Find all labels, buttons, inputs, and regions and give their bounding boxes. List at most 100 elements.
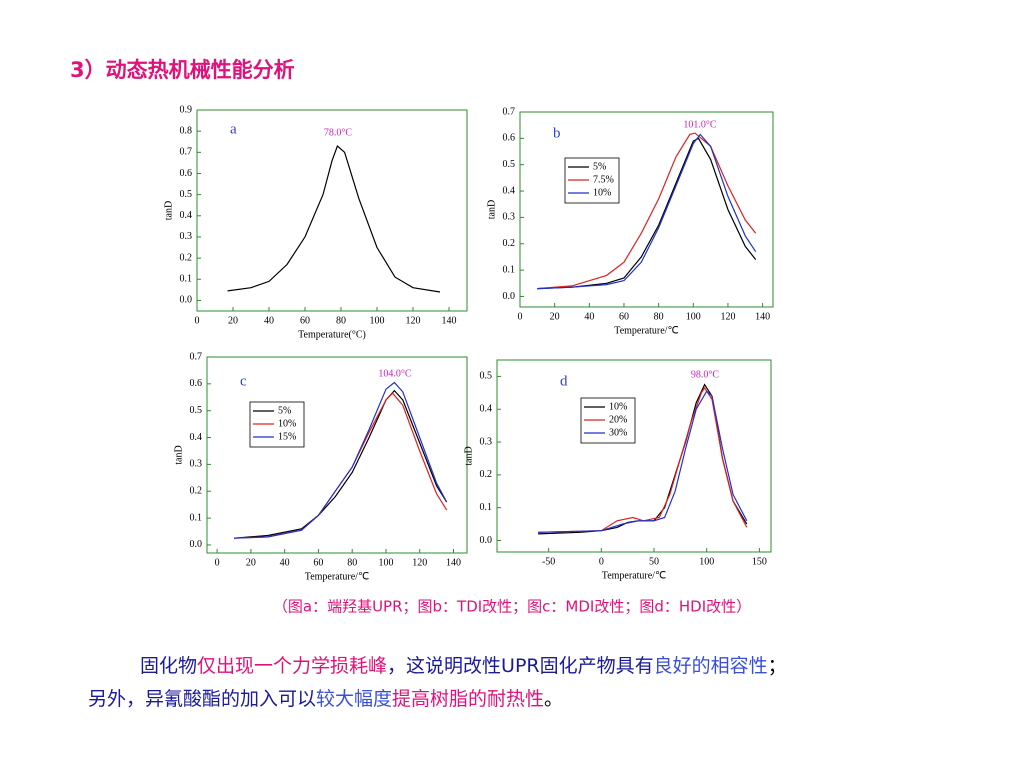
text-run: ；: [768, 655, 787, 677]
x-tick-label: 100: [378, 557, 393, 568]
legend-label: 5%: [278, 405, 291, 416]
paragraph-line: 另外，异氰酸酯的加入可以较大幅度提高树脂的耐热性。: [88, 688, 563, 710]
plot-frame: [519, 111, 774, 308]
x-tick-label: 80: [347, 557, 357, 568]
x-tick-label: 20: [550, 311, 560, 322]
y-tick-label: 0.0: [190, 539, 203, 550]
y-tick-label: 0.1: [503, 264, 516, 275]
legend-label: 5%: [593, 161, 606, 172]
y-tick-label: 0.9: [180, 104, 193, 115]
y-tick-label: 0.4: [503, 185, 516, 196]
y-tick-label: 0.0: [180, 295, 193, 306]
y-tick-label: 0.3: [480, 436, 493, 447]
x-axis-title: Temperature/℃: [614, 325, 678, 336]
x-tick-label: 0: [195, 315, 200, 326]
text-run: 提高树脂的耐热性: [392, 688, 544, 710]
panel-letter: a: [230, 121, 237, 137]
peak-annotation: 78.0°C: [324, 127, 352, 138]
y-tick-label: 0.7: [180, 147, 193, 158]
y-tick-label: 0.4: [190, 432, 203, 443]
y-axis-title: tanD: [163, 201, 174, 220]
y-tick-label: 0.8: [180, 125, 193, 136]
y-tick-label: 0.5: [180, 189, 193, 200]
legend-label: 10%: [609, 401, 627, 412]
x-tick-label: 40: [264, 315, 274, 326]
series-line: [227, 144, 441, 293]
text-run: 良好的相容性: [654, 655, 768, 677]
x-tick-label: 120: [406, 315, 421, 326]
x-tick-label: 100: [370, 315, 385, 326]
y-tick-label: 0.3: [180, 231, 193, 242]
y-tick-label: 0.5: [480, 371, 493, 382]
x-tick-label: 140: [755, 311, 770, 322]
legend-label: 15%: [278, 431, 296, 442]
y-tick-label: 0.7: [190, 351, 203, 362]
y-tick-label: 0.6: [503, 133, 516, 144]
y-tick-label: 0.2: [503, 238, 516, 249]
caption: （图a：端羟基UPR；图b：TDI改性；图c：MDI改性；图d：HDI改性）: [273, 598, 751, 616]
x-tick-label: 100: [699, 556, 714, 567]
peak-annotation: 104.0°C: [378, 368, 411, 379]
text-run: ，这说明改性UPR固化产物具有: [387, 655, 654, 677]
legend-label: 20%: [609, 414, 627, 425]
x-tick-label: -50: [542, 556, 555, 567]
y-tick-label: 0.5: [503, 159, 516, 170]
text-run: 仅出现一个力学损耗峰: [197, 655, 387, 677]
y-tick-label: 0.1: [190, 512, 203, 523]
plot-frame: [206, 356, 468, 554]
y-tick-label: 0.0: [480, 535, 493, 546]
peak-annotation: 101.0°C: [683, 119, 716, 130]
y-tick-label: 0.4: [180, 210, 193, 221]
y-tick-label: 0.5: [190, 405, 203, 416]
series-line: [538, 386, 748, 533]
x-tick-label: 80: [654, 311, 664, 322]
x-tick-label: 0: [599, 556, 604, 567]
x-tick-label: 100: [686, 311, 701, 322]
y-tick-label: 0.7: [503, 106, 516, 117]
panel-letter: d: [560, 373, 568, 389]
panel-letter: c: [240, 373, 247, 389]
x-tick-label: 140: [442, 315, 457, 326]
text-run: 另外，异氰酸酯的加入可以: [88, 688, 316, 710]
y-axis-title: tanD: [486, 200, 497, 219]
peak-annotation: 98.0°C: [691, 369, 719, 380]
x-tick-label: 50: [649, 556, 659, 567]
panel-letter: b: [553, 125, 561, 141]
legend-label: 10%: [593, 187, 611, 198]
text-run: 固化物: [140, 655, 197, 677]
y-tick-label: 0.0: [503, 291, 516, 302]
y-tick-label: 0.1: [180, 274, 193, 285]
series-line: [538, 383, 748, 535]
x-axis-title: Temperature(°C): [298, 329, 366, 340]
x-tick-label: 140: [446, 557, 461, 568]
y-tick-label: 0.6: [190, 378, 203, 389]
x-tick-label: 40: [584, 311, 594, 322]
x-tick-label: 0: [215, 557, 220, 568]
x-tick-label: 60: [313, 557, 323, 568]
series-line: [537, 137, 757, 290]
series-line: [233, 381, 448, 539]
legend-label: 30%: [609, 427, 627, 438]
x-tick-label: 60: [300, 315, 310, 326]
series-line: [537, 132, 757, 290]
legend-label: 7.5%: [593, 174, 614, 185]
plot-frame: [196, 109, 468, 312]
plot-frame: [496, 359, 772, 553]
x-tick-label: 20: [246, 557, 256, 568]
text-run: 较大幅度: [316, 688, 392, 710]
y-axis-title: tanD: [173, 445, 184, 464]
legend-label: 10%: [278, 418, 296, 429]
text-run: 。: [544, 688, 563, 710]
x-axis-title: Temperature/℃: [602, 570, 666, 581]
x-tick-label: 20: [228, 315, 238, 326]
x-tick-label: 60: [619, 311, 629, 322]
y-tick-label: 0.4: [480, 404, 493, 415]
y-tick-label: 0.6: [180, 168, 193, 179]
series-line: [233, 389, 448, 539]
y-tick-label: 0.3: [190, 459, 203, 470]
x-tick-label: 120: [412, 557, 427, 568]
series-line: [538, 390, 748, 533]
x-tick-label: 150: [752, 556, 767, 567]
